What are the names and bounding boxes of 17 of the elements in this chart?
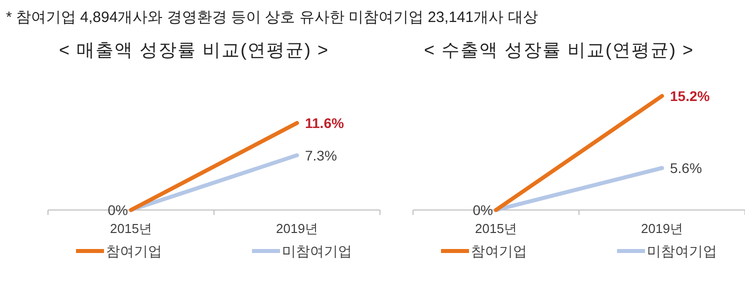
chart-title: < 매출액 성장률 비교(연평균) > bbox=[58, 40, 330, 60]
x-tick-label: 2019년 bbox=[641, 221, 683, 236]
x-tick-label: 2015년 bbox=[475, 221, 517, 236]
data-label: 11.6% bbox=[305, 115, 344, 131]
text: * 참여기업 4,894개사와 경영환경 등이 상호 유사한 미참여기업 23,141개사 대상 bbox=[6, 9, 538, 26]
legend-label: 참여기업 bbox=[106, 243, 162, 259]
legend-label: 미참여기업 bbox=[647, 243, 717, 259]
data-label: 5.6% bbox=[670, 160, 702, 176]
data-label: 0% bbox=[108, 202, 128, 218]
chart-title: < 수출액 성장률 비교(연평균) > bbox=[424, 40, 694, 60]
x-tick-label: 2019년 bbox=[276, 221, 318, 236]
legend-label: 참여기업 bbox=[471, 243, 527, 259]
x-tick-label: 2015년 bbox=[110, 221, 152, 236]
data-label: 7.3% bbox=[305, 147, 337, 164]
data-label: 15.2% bbox=[670, 88, 710, 104]
data-label: 0% bbox=[472, 202, 493, 218]
legend-label: 미참여기업 bbox=[282, 243, 352, 259]
